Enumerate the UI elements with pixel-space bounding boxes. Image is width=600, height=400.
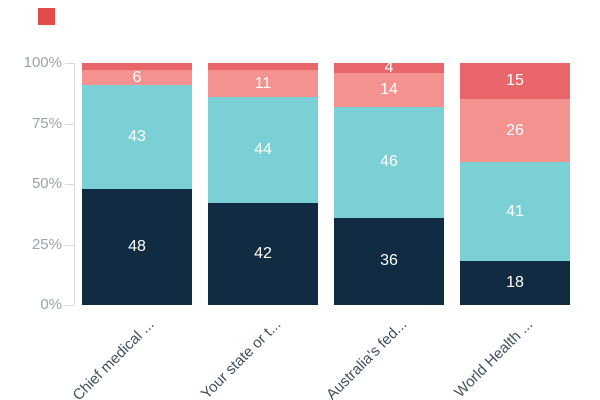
category-label: World Health ...	[451, 316, 537, 400]
bar-column: 15 26 41 18	[460, 63, 570, 305]
bar-segment-upper-salmon[interactable]: 26	[460, 99, 570, 163]
y-axis-tick-label: 100%	[23, 54, 62, 71]
bar-segment-bottom-navy[interactable]: 36	[334, 217, 444, 305]
segment-value-label: 14	[380, 80, 398, 98]
bar-column: 6 43 48	[82, 63, 192, 305]
bar-column: 11 44 42	[208, 63, 318, 305]
y-axis-tick-label: 0%	[40, 296, 62, 313]
bar-segment-mid-teal[interactable]: 44	[208, 96, 318, 204]
bar-segment-mid-teal[interactable]: 43	[82, 84, 192, 189]
y-axis-tick-label: 75%	[31, 114, 62, 132]
bar-segment-top-red[interactable]	[82, 63, 192, 71]
segment-value-label: 4	[384, 58, 394, 76]
segment-value-label: 11	[254, 74, 272, 92]
bar-segment-mid-teal[interactable]: 46	[334, 106, 444, 218]
bar-segment-bottom-navy[interactable]: 18	[460, 261, 570, 305]
category-label: Australia's fed...	[322, 316, 411, 400]
segment-value-label: 48	[128, 237, 146, 255]
bar-segment-upper-salmon[interactable]: 11	[208, 70, 318, 97]
segment-value-label: 6	[132, 68, 142, 86]
category-label: Chief medical ...	[69, 316, 159, 400]
bar-segment-top-red[interactable]	[208, 63, 318, 71]
segment-value-label: 41	[506, 202, 524, 220]
brand-logo-square	[38, 8, 55, 25]
bar-column: 4 14 46 36	[334, 58, 444, 305]
segment-value-label: 18	[506, 274, 524, 292]
segment-value-label: 46	[380, 153, 398, 171]
segment-value-label: 42	[254, 245, 272, 263]
y-axis-tick	[65, 63, 74, 64]
y-axis-tick	[65, 184, 74, 185]
segment-value-label: 44	[254, 141, 272, 159]
segment-value-label: 15	[506, 72, 524, 90]
category-label: Your state or t...	[197, 316, 285, 400]
y-axis-tick	[65, 123, 74, 125]
bar-segment-mid-teal[interactable]: 41	[460, 162, 570, 262]
bar-segment-top-red[interactable]: 15	[460, 63, 570, 100]
y-axis-tick-label: 25%	[31, 235, 62, 253]
segment-value-label: 43	[128, 127, 146, 145]
y-axis-tick-label: 50%	[31, 175, 62, 192]
segment-value-label: 26	[506, 121, 524, 139]
bar-segment-bottom-navy[interactable]: 48	[82, 188, 192, 305]
bar-segment-upper-salmon[interactable]: 6	[82, 68, 192, 86]
bar-segment-bottom-navy[interactable]: 42	[208, 203, 318, 305]
y-axis-tick	[65, 244, 74, 246]
bar-segment-top-red[interactable]: 4	[334, 58, 444, 76]
bar-segment-upper-salmon[interactable]: 14	[334, 72, 444, 107]
segment-value-label: 36	[380, 252, 398, 270]
y-axis-tick	[65, 305, 74, 306]
y-axis-line	[74, 63, 75, 305]
